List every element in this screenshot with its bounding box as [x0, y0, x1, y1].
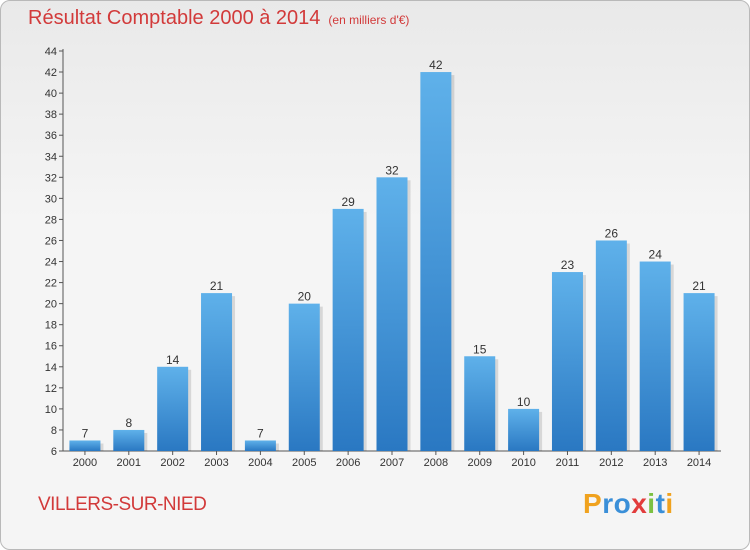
logo-letter: t	[655, 488, 666, 519]
logo-letter: o	[613, 488, 632, 519]
logo-letter: x	[631, 488, 648, 519]
y-tick-label: 10	[45, 404, 57, 416]
x-tick-label: 2006	[336, 457, 360, 469]
x-tick-label: 2011	[556, 457, 580, 469]
x-tick-label: 2010	[511, 457, 535, 469]
y-tick-label: 18	[45, 320, 57, 332]
bar-2000	[69, 440, 101, 451]
bar-2008	[420, 72, 452, 451]
data-label: 23	[561, 258, 575, 272]
data-label: 14	[166, 353, 180, 367]
data-label: 10	[517, 395, 531, 409]
bar-2001	[113, 429, 145, 451]
bar-2007	[376, 177, 408, 451]
x-tick-label: 2009	[467, 457, 491, 469]
data-label: 8	[125, 416, 132, 430]
x-tick-label: 2001	[117, 457, 141, 469]
y-tick-label: 8	[51, 425, 57, 437]
y-tick-label: 14	[45, 362, 57, 374]
y-tick-label: 44	[45, 46, 57, 58]
y-tick-label: 30	[45, 193, 57, 205]
data-label: 42	[429, 58, 443, 72]
data-label: 32	[385, 163, 399, 177]
x-tick-label: 2004	[248, 457, 272, 469]
data-label: 21	[210, 279, 224, 293]
bar-2004	[244, 440, 276, 451]
y-tick-label: 12	[45, 383, 57, 395]
x-tick-label: 2008	[424, 457, 448, 469]
y-tick-label: 36	[45, 130, 57, 142]
bar-2012	[595, 240, 627, 451]
y-tick-label: 26	[45, 235, 57, 247]
chart-title: Résultat Comptable 2000 à 2014 (en millie…	[28, 7, 409, 30]
x-tick-label: 2012	[599, 457, 623, 469]
data-label: 24	[649, 248, 663, 262]
data-label: 7	[82, 426, 89, 440]
y-tick-label: 24	[45, 257, 57, 269]
bar-2002	[157, 366, 189, 451]
y-tick-label: 40	[45, 88, 57, 100]
y-tick-label: 42	[45, 67, 57, 79]
title-text: Résultat Comptable 2000 à 2014	[28, 7, 321, 29]
y-tick-label: 38	[45, 109, 57, 121]
x-tick-label: 2014	[687, 457, 711, 469]
logo-letter: i	[647, 488, 656, 519]
brand-logo: Proxiti	[583, 488, 674, 520]
x-tick-label: 2005	[292, 457, 316, 469]
data-label: 21	[692, 279, 706, 293]
bar-2003	[201, 293, 233, 451]
bar-2010	[508, 408, 540, 451]
data-label: 7	[257, 426, 264, 440]
x-tick-label: 2002	[160, 457, 184, 469]
x-tick-label: 2000	[73, 457, 97, 469]
x-tick-label: 2013	[643, 457, 667, 469]
data-label: 26	[605, 226, 619, 240]
data-label: 20	[298, 290, 312, 304]
bar-2011	[551, 272, 583, 451]
bar-2006	[332, 208, 364, 451]
x-tick-label: 2003	[204, 457, 228, 469]
logo-letter: P	[583, 488, 603, 519]
y-tick-label: 20	[45, 299, 57, 311]
logo-letter: r	[602, 488, 614, 519]
y-tick-label: 16	[45, 341, 57, 353]
data-label: 29	[341, 195, 355, 209]
y-tick-label: 6	[51, 446, 57, 458]
y-tick-label: 32	[45, 172, 57, 184]
y-tick-label: 34	[45, 151, 57, 163]
location-name: VILLERS-SUR-NIED	[38, 494, 207, 515]
logo-letter: i	[665, 488, 674, 519]
bar-2013	[639, 261, 671, 451]
bar-2005	[288, 303, 320, 451]
chart-subtitle: (en milliers d'€)	[328, 13, 410, 27]
y-tick-label: 22	[45, 278, 57, 290]
data-label: 15	[473, 342, 487, 356]
bar-2009	[464, 356, 496, 451]
bar-2014	[683, 293, 715, 451]
y-tick-label: 28	[45, 214, 57, 226]
x-tick-label: 2007	[380, 457, 404, 469]
